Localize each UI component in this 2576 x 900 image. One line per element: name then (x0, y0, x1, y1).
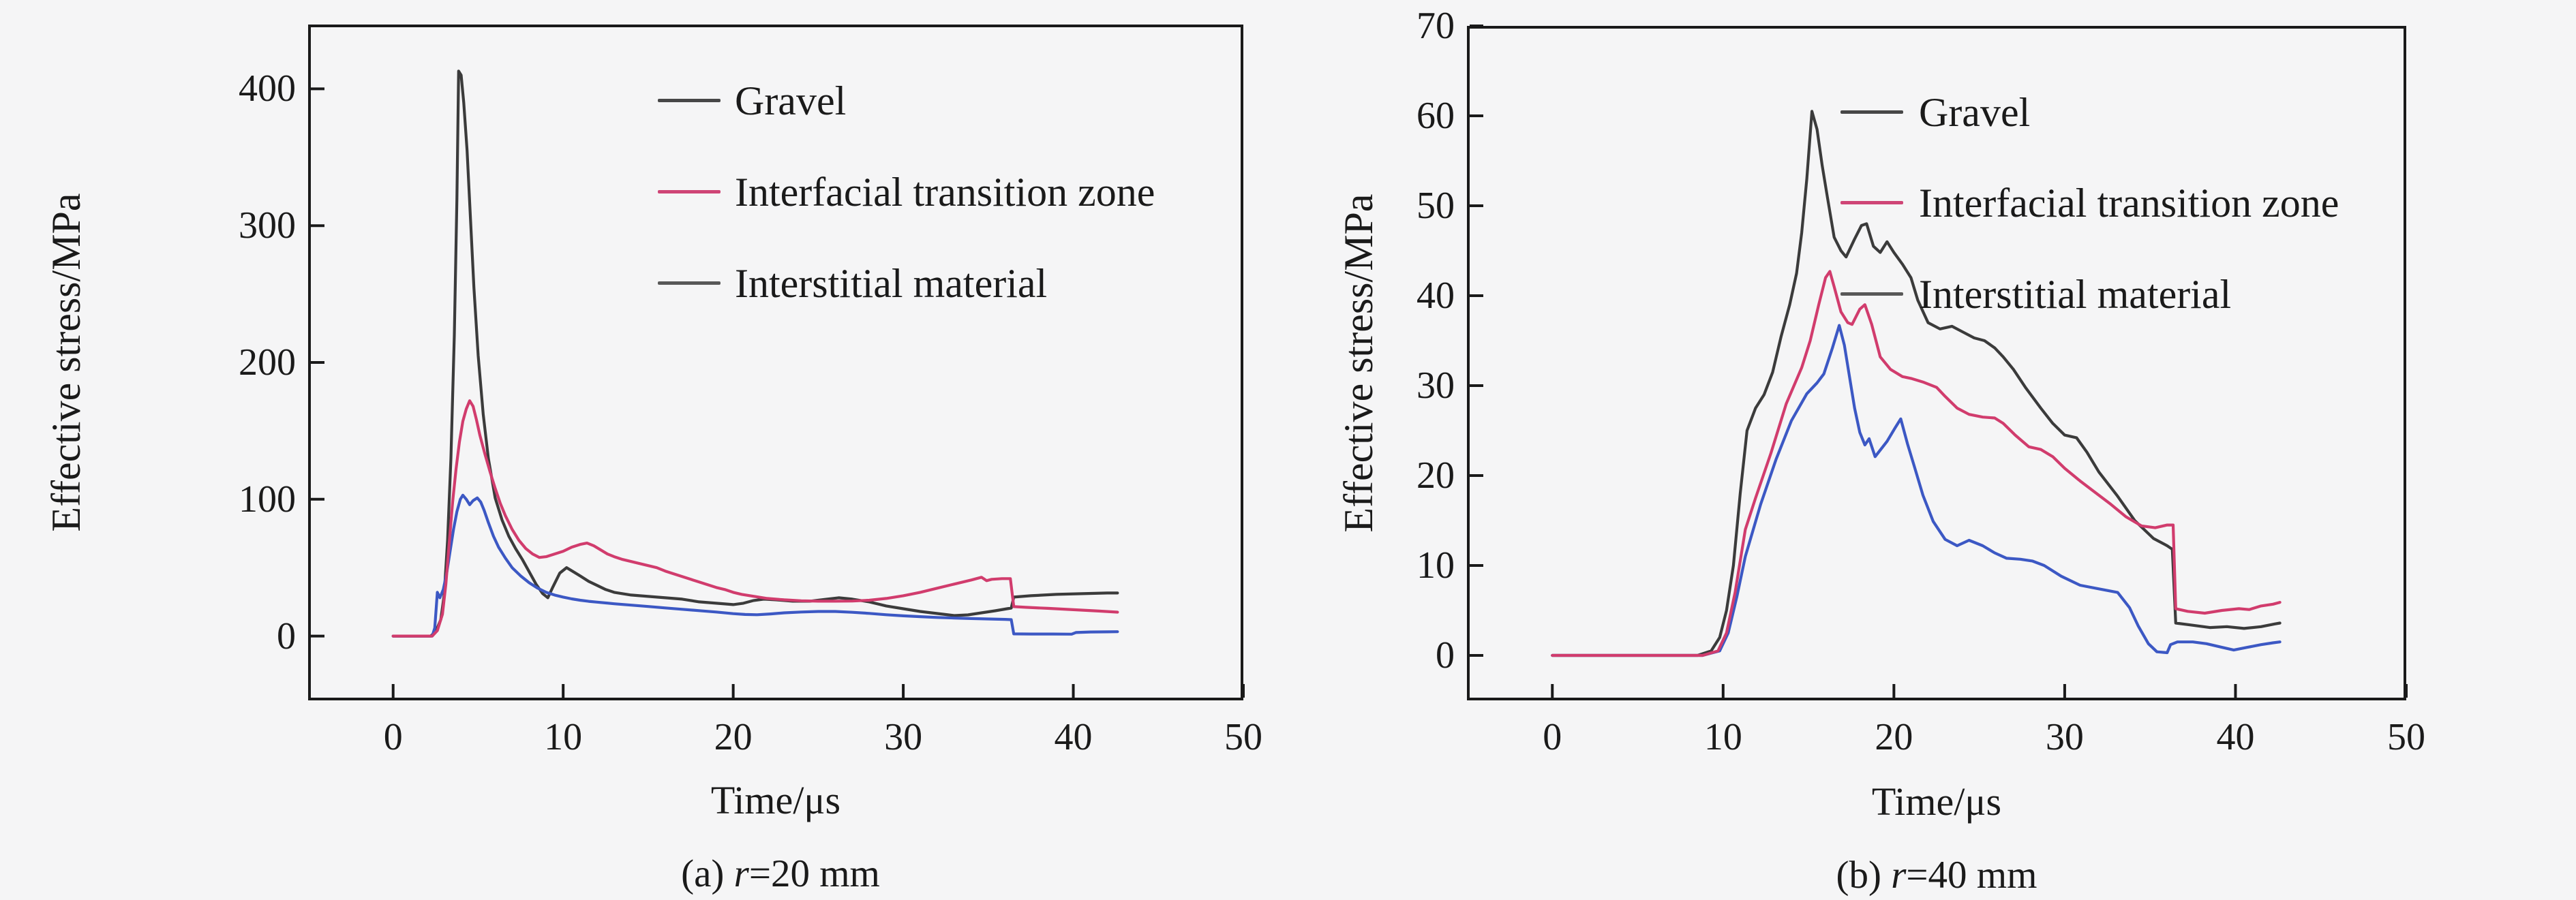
y-tick-label: 400 (239, 67, 296, 110)
x-tick-label: 10 (1703, 716, 1742, 758)
caption-panel-b: (b) r=40 mm (1732, 852, 2141, 899)
legend-swatch-line (1840, 201, 1903, 204)
caption-panel-a: (a) r=20 mm (576, 850, 985, 898)
caption-a-suffix: =20 mm (748, 852, 880, 895)
x-tick-label: 20 (714, 716, 753, 758)
series-line-interfacial-transition-zone (1551, 270, 2282, 657)
x-tick-label: 50 (2387, 716, 2425, 758)
series-line-interstitial-material (1551, 324, 2282, 657)
y-axis-label-panel-a: Effective stress/MPa (44, 193, 89, 532)
x-tick-label: 0 (1543, 716, 1562, 758)
y-tick-label: 10 (1416, 544, 1455, 587)
x-tick-label: 10 (544, 716, 583, 758)
legend-swatch-line (658, 190, 721, 193)
plot-area-panel-a (308, 25, 1245, 700)
caption-b-variable: r (1891, 854, 1907, 897)
y-tick-label: 300 (239, 204, 296, 247)
series-line-interstitial-material (391, 493, 1119, 638)
series-line-gravel (1551, 110, 2282, 657)
y-tick-label: 50 (1416, 185, 1455, 227)
y-tick-label: 70 (1416, 5, 1455, 47)
x-axis-label-panel-b: Time/μs (1871, 779, 2002, 824)
y-tick-label: 20 (1416, 454, 1455, 497)
x-tick-label: 50 (1224, 716, 1262, 758)
legend-label: Interstitial material (1919, 272, 2232, 317)
legend-label: Interfacial transition zone (1919, 181, 2339, 226)
y-tick-label: 0 (277, 615, 296, 657)
x-tick-label: 30 (884, 716, 923, 758)
caption-a-variable: r (733, 852, 749, 895)
x-tick-label: 0 (383, 716, 403, 758)
y-tick-label: 30 (1416, 364, 1455, 407)
y-tick-label: 100 (239, 478, 296, 521)
x-axis-label-panel-a: Time/μs (710, 778, 841, 822)
caption-b-prefix: (b) (1836, 854, 1892, 897)
y-tick-label: 40 (1416, 275, 1455, 317)
y-tick-label: 200 (239, 341, 296, 384)
caption-b-suffix: =40 mm (1906, 854, 2037, 897)
legend-swatch-line (1840, 110, 1903, 114)
x-tick-label: 40 (2216, 716, 2255, 758)
legend-label: Gravel (1919, 90, 2031, 135)
series-line-interfacial-transition-zone (391, 399, 1119, 638)
legend-label: Gravel (735, 78, 847, 123)
legend-swatch-line (658, 99, 721, 102)
x-tick-label: 20 (1875, 716, 1913, 758)
y-tick-label: 60 (1416, 95, 1455, 137)
axes-frame (308, 25, 1243, 700)
legend-swatch-line (1840, 292, 1903, 296)
legend-swatch-line (658, 281, 721, 285)
plot-area-panel-b (1467, 25, 2408, 700)
axes-frame (1467, 26, 2406, 700)
series-line-gravel (391, 69, 1119, 638)
y-tick-label: 0 (1436, 634, 1455, 677)
x-tick-label: 40 (1054, 716, 1093, 758)
legend-label: Interfacial transition zone (735, 170, 1155, 215)
legend-label: Interstitial material (735, 261, 1048, 306)
x-tick-label: 30 (2045, 716, 2084, 758)
caption-a-prefix: (a) (681, 852, 734, 895)
